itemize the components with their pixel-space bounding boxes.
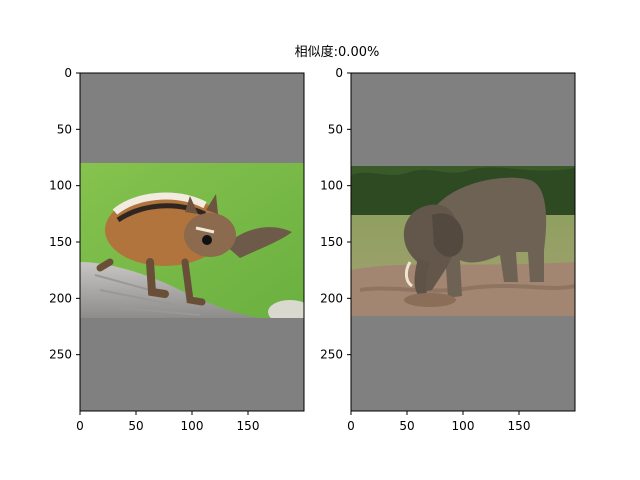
- chipmunk-photo: [80, 163, 304, 318]
- left-panel-y-tick-label: 50: [57, 122, 72, 136]
- left-panel: 0 50 100 150 0 50 100 150 200 250: [49, 66, 305, 433]
- right-panel-x-tick-label: 50: [399, 419, 414, 433]
- left-x-axis: 0 50 100 150: [76, 411, 259, 433]
- right-panel-y-tick-label: 50: [328, 122, 343, 136]
- right-panel-y-tick-label: 250: [320, 348, 343, 362]
- left-panel-x-tick-label: 0: [76, 419, 84, 433]
- left-panel-y-tick-label: 100: [49, 179, 72, 193]
- right-panel-y-tick-label: 100: [320, 179, 343, 193]
- right-panel-y-tick-label: 150: [320, 235, 343, 249]
- right-panel-x-tick-label: 0: [347, 419, 355, 433]
- left-panel-x-tick-label: 150: [237, 419, 260, 433]
- right-y-axis: 0 50 100 150 200 250: [320, 66, 351, 362]
- left-panel-x-tick-label: 100: [181, 419, 204, 433]
- right-panel: 0 50 100 150 0 50 100 150 200 250: [320, 66, 576, 433]
- left-panel-y-tick-label: 200: [49, 291, 72, 305]
- left-y-axis: 0 50 100 150 200 250: [49, 66, 80, 362]
- right-panel-y-tick-label: 200: [320, 291, 343, 305]
- right-panel-x-tick-label: 150: [508, 419, 531, 433]
- left-panel-x-tick-label: 50: [128, 419, 143, 433]
- left-panel-y-tick-label: 0: [64, 66, 72, 80]
- left-panel-y-tick-label: 150: [49, 235, 72, 249]
- figure-title: 相似度:0.00%: [295, 44, 380, 60]
- right-x-axis: 0 50 100 150: [347, 411, 530, 433]
- right-panel-y-tick-label: 0: [335, 66, 343, 80]
- elephant-photo: [351, 166, 575, 316]
- right-panel-x-tick-label: 100: [452, 419, 475, 433]
- left-panel-y-tick-label: 250: [49, 348, 72, 362]
